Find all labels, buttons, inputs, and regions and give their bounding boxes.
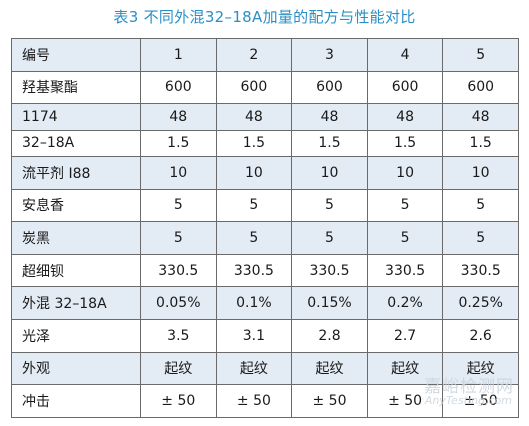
table-cell: 2.8 <box>291 319 368 353</box>
table-cell: 0.25% <box>442 286 519 321</box>
table-cell: 2.7 <box>366 319 444 353</box>
table-cell: ± 50 <box>442 384 519 418</box>
row-label-cell: 1174 <box>11 103 141 131</box>
table-cell: 起纹 <box>442 351 519 386</box>
formula-comparison-table: 编号 1 2 3 4 5 羟基聚酯 600 600 600 600 600 1174 48 48 48 48 48… <box>11 38 519 418</box>
row-label-cell: 羟基聚酯 <box>11 70 141 105</box>
table-cell: ± 50 <box>140 384 217 418</box>
table-cell: 5 <box>215 188 293 223</box>
table-row: 羟基聚酯 600 600 600 600 600 <box>11 70 519 105</box>
row-label-cell: 光泽 <box>11 319 141 353</box>
table-title: 表3 不同外混32–18A加量的配方与性能对比 <box>113 8 416 26</box>
table-cell: 1.5 <box>366 129 444 158</box>
table-header-row: 编号 1 2 3 4 5 <box>11 38 519 72</box>
table-cell: 5 <box>140 221 217 255</box>
table-cell: 330.5 <box>215 253 293 288</box>
header-cell: 5 <box>442 38 519 72</box>
table-cell: 600 <box>442 70 519 105</box>
table-cell: 10 <box>442 156 519 190</box>
table-cell: 48 <box>140 103 217 131</box>
table-cell: 600 <box>366 70 444 105</box>
header-cell: 3 <box>291 38 368 72</box>
table-cell: 起纹 <box>215 351 293 386</box>
table-cell: 5 <box>291 221 368 255</box>
row-label-cell: 炭黑 <box>11 221 141 255</box>
row-label-cell: 超细钡 <box>11 253 141 288</box>
table-row: 超细钡 330.5 330.5 330.5 330.5 330.5 <box>11 253 519 288</box>
table-cell: 5 <box>140 188 217 223</box>
table-row: 1174 48 48 48 48 48 <box>11 103 519 131</box>
table-row: 外混 32–18A 0.05% 0.1% 0.15% 0.2% 0.25% <box>11 286 519 321</box>
table-cell: 48 <box>215 103 293 131</box>
row-label-cell: 流平剂 I88 <box>11 156 141 190</box>
table-cell: 3.1 <box>215 319 293 353</box>
table-cell: 5 <box>291 188 368 223</box>
table-cell: 5 <box>215 221 293 255</box>
table-cell: 330.5 <box>291 253 368 288</box>
table-cell: 5 <box>366 188 444 223</box>
table-cell: ± 50 <box>215 384 293 418</box>
table-cell: 起纹 <box>140 351 217 386</box>
table-cell: 5 <box>442 188 519 223</box>
header-cell: 1 <box>140 38 217 72</box>
table-cell: 330.5 <box>366 253 444 288</box>
table-cell: 330.5 <box>140 253 217 288</box>
table-row: 光泽 3.5 3.1 2.8 2.7 2.6 <box>11 319 519 353</box>
table-cell: 10 <box>215 156 293 190</box>
row-label-cell: 冲击 <box>11 384 141 418</box>
table-cell: 0.05% <box>140 286 217 321</box>
table-cell: 600 <box>291 70 368 105</box>
table-cell: 48 <box>291 103 368 131</box>
header-cell: 4 <box>366 38 444 72</box>
table-row: 流平剂 I88 10 10 10 10 10 <box>11 156 519 190</box>
table-row: 32–18A 1.5 1.5 1.5 1.5 1.5 <box>11 129 519 158</box>
table-cell: 5 <box>366 221 444 255</box>
table-cell: 0.2% <box>366 286 444 321</box>
table-row: 外观 起纹 起纹 起纹 起纹 起纹 <box>11 351 519 386</box>
row-label-cell: 外混 32–18A <box>11 286 141 321</box>
table-cell: 48 <box>442 103 519 131</box>
row-label-cell: 外观 <box>11 351 141 386</box>
table-cell: 3.5 <box>140 319 217 353</box>
table-row: 安息香 5 5 5 5 5 <box>11 188 519 223</box>
table-cell: 48 <box>366 103 444 131</box>
table-cell: 10 <box>291 156 368 190</box>
header-cell: 编号 <box>11 38 141 72</box>
table-cell: ± 50 <box>291 384 368 418</box>
table-cell: 1.5 <box>291 129 368 158</box>
table-row: 炭黑 5 5 5 5 5 <box>11 221 519 255</box>
table-cell: 10 <box>140 156 217 190</box>
table-cell: 600 <box>215 70 293 105</box>
table-cell: 0.15% <box>291 286 368 321</box>
row-label-cell: 32–18A <box>11 129 141 158</box>
table-cell: ± 50 <box>366 384 444 418</box>
table-cell: 330.5 <box>442 253 519 288</box>
table-cell: 1.5 <box>442 129 519 158</box>
table-cell: 起纹 <box>291 351 368 386</box>
table-row: 冲击 ± 50 ± 50 ± 50 ± 50 ± 50 <box>11 384 519 418</box>
table-cell: 1.5 <box>140 129 217 158</box>
table-cell: 5 <box>442 221 519 255</box>
table-cell: 10 <box>366 156 444 190</box>
table-cell: 1.5 <box>215 129 293 158</box>
table-cell: 起纹 <box>366 351 444 386</box>
table-cell: 2.6 <box>442 319 519 353</box>
row-label-cell: 安息香 <box>11 188 141 223</box>
header-cell: 2 <box>215 38 293 72</box>
table-cell: 0.1% <box>215 286 293 321</box>
table-cell: 600 <box>140 70 217 105</box>
